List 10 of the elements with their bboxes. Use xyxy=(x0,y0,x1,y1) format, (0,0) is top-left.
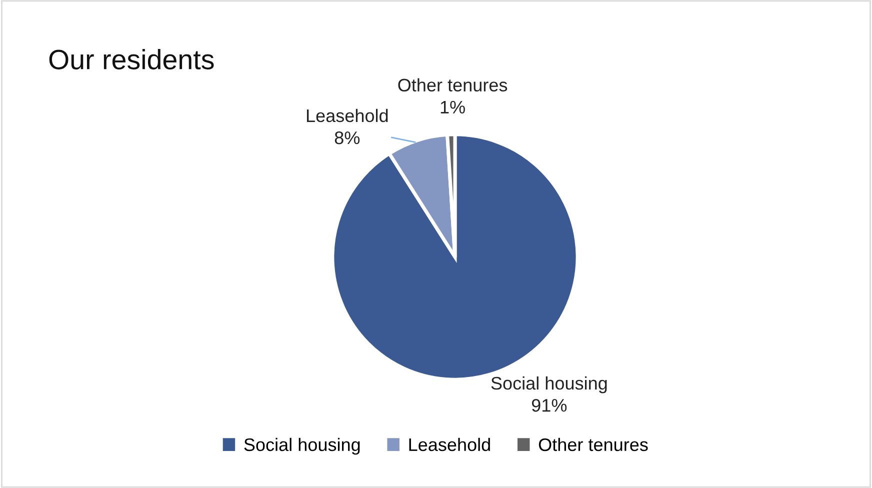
chart-title: Our residents xyxy=(49,49,214,70)
data-label: 8% xyxy=(334,131,360,144)
slice-label: Social housing xyxy=(491,376,607,394)
slice-label: Other tenures xyxy=(398,78,508,92)
legend-label: Social housing xyxy=(244,438,360,455)
slice-label: Leasehold xyxy=(306,108,388,122)
data-label: 1% xyxy=(440,100,465,114)
data-label: 91% xyxy=(532,398,567,412)
legend-label: Leasehold xyxy=(409,438,490,452)
legend-label: Other tenures xyxy=(538,438,648,452)
